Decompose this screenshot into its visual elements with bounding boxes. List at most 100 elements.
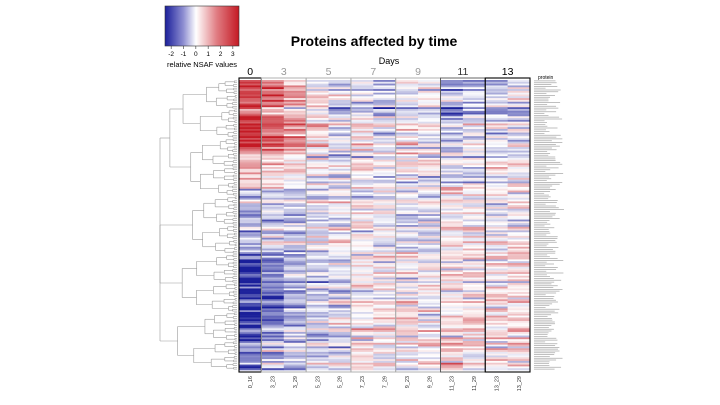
heatmap-cell (261, 239, 285, 242)
heatmap-cell (395, 199, 419, 202)
heatmap-cell (395, 215, 419, 219)
heatmap-cell (485, 201, 508, 204)
heatmap-cell (261, 125, 285, 128)
heatmap-cell (261, 81, 285, 84)
heatmap-cell (373, 292, 396, 295)
heatmap-cell (485, 80, 508, 83)
heatmap-cell (373, 136, 396, 139)
heatmap-cell (462, 167, 486, 170)
heatmap-cell (373, 252, 396, 255)
heatmap-cell (507, 272, 531, 275)
heatmap-cell (440, 192, 464, 195)
heatmap-cell (507, 313, 531, 316)
heatmap-cell (507, 283, 531, 286)
heatmap-cell (328, 337, 352, 340)
heatmap-cell (350, 268, 374, 271)
heatmap-cell (239, 205, 262, 208)
heatmap-cell (261, 138, 285, 141)
heatmap-cell (306, 301, 329, 304)
heatmap-cell (261, 341, 285, 344)
heatmap-cell (306, 161, 329, 164)
heatmap-cell (418, 263, 441, 266)
heatmap-cell (373, 263, 396, 266)
heatmap-cell (395, 161, 419, 164)
heatmap-cell (507, 181, 531, 184)
heatmap-cell (239, 264, 262, 267)
heatmap-cell (239, 85, 262, 88)
colorbar (164, 5, 240, 47)
heatmap-cell (306, 292, 329, 295)
heatmap-cell (507, 360, 531, 364)
heatmap-cell (350, 283, 374, 286)
heatmap-cell (462, 217, 486, 220)
heatmap-cell (395, 96, 419, 99)
heatmap-cell (485, 239, 508, 242)
heatmap-cell (418, 143, 441, 146)
heatmap-cell (261, 355, 285, 358)
heatmap-cell (462, 210, 486, 213)
heatmap-cell (373, 99, 396, 103)
heatmap-cell (350, 243, 374, 246)
heatmap-cell (283, 279, 307, 282)
heatmap-cell (485, 83, 508, 86)
heatmap-cell (350, 335, 374, 338)
heatmap-cell (306, 317, 329, 320)
heatmap-cell (507, 165, 531, 168)
heatmap-cell (350, 346, 374, 349)
heatmap-cell (283, 83, 307, 86)
heatmap-cell (350, 221, 374, 224)
heatmap-cell (418, 147, 441, 150)
heatmap-cell (395, 105, 419, 108)
heatmap-cell (373, 357, 396, 360)
column-label: 7_29 (383, 376, 389, 388)
heatmap-cell (239, 177, 262, 180)
heatmap-cell (395, 241, 419, 244)
heatmap-cell (440, 116, 464, 119)
heatmap-cell (350, 134, 374, 137)
heatmap-cell (485, 310, 508, 313)
heatmap-cell (485, 217, 508, 220)
day-label: 5 (326, 66, 332, 78)
heatmap-cell (306, 179, 329, 182)
heatmap-cell (440, 252, 464, 255)
heatmap-cell (373, 188, 396, 191)
heatmap-cell (507, 246, 531, 249)
heatmap-cell (395, 264, 419, 267)
heatmap-cell (440, 208, 464, 211)
heatmap-cell (373, 203, 396, 206)
heatmap-cell (507, 301, 531, 304)
heatmap-cell (350, 250, 374, 253)
heatmap-cell (328, 333, 352, 336)
heatmap-cell (507, 168, 531, 171)
heatmap-cell (395, 168, 419, 171)
heatmap-cell (440, 244, 464, 248)
heatmap-cell (418, 177, 441, 180)
heatmap-cell (283, 235, 307, 238)
heatmap-cell (462, 208, 486, 211)
heatmap-cells (239, 80, 531, 371)
heatmap-cell (485, 103, 508, 106)
heatmap-cell (440, 105, 464, 108)
heatmap-cell (239, 317, 262, 320)
heatmap-cell (239, 244, 262, 248)
colorbar-tick-label: -1 (181, 51, 187, 58)
heatmap-cell (350, 152, 374, 155)
heatmap-cell (440, 261, 464, 264)
heatmap-cell (418, 110, 441, 113)
heatmap-cell (507, 366, 531, 369)
heatmap-cell (328, 167, 352, 170)
heatmap-cell (283, 87, 307, 90)
heatmap-cell (485, 306, 508, 309)
heatmap-cell (239, 319, 262, 322)
heatmap-cell (462, 255, 486, 258)
heatmap-cell (440, 290, 464, 293)
color-key: -2 -1 0 1 2 3 relative NSAF values (164, 5, 240, 69)
heatmap-cell (306, 157, 329, 161)
heatmap-cell (239, 168, 262, 171)
heatmap-cell (507, 259, 531, 262)
heatmap-cell (395, 217, 419, 220)
heatmap-cell (283, 341, 307, 344)
heatmap-cell (239, 89, 262, 92)
heatmap-cell (462, 148, 486, 151)
heatmap-cell (418, 148, 441, 151)
